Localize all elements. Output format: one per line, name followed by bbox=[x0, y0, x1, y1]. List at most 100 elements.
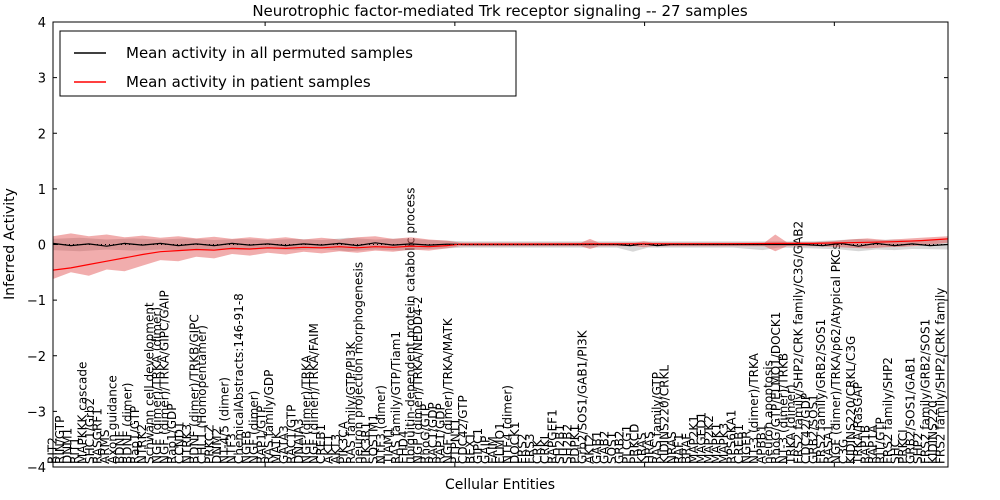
entity-tick-label: SHC bbox=[889, 439, 903, 464]
y-tick-label: −1 bbox=[27, 294, 46, 309]
entity-tick-label: PRKCZ bbox=[202, 425, 216, 464]
entity-tick-label: NTF4 (dimer) bbox=[501, 385, 515, 464]
y-tick-label: 0 bbox=[38, 239, 46, 254]
entity-tick-label: MAPKKK cascade bbox=[76, 362, 90, 464]
y-tick-label: 3 bbox=[38, 72, 46, 87]
entity-tick-label: FAIM bbox=[486, 436, 500, 464]
entity-tick-label: FRS2 family/GRB2/SOS1 bbox=[918, 319, 932, 464]
entity-tick-label: GAB2 bbox=[598, 431, 612, 464]
entity-tick-label: GIPC1 bbox=[471, 428, 485, 464]
entity-tick-label: neuron apoptosis bbox=[762, 360, 776, 464]
entity-tick-label: MATK bbox=[270, 430, 284, 464]
entity-tick-label: NTRK3 bbox=[180, 424, 194, 464]
entity-tick-label: FRS2 family/SHP2/CRK family/C3G/GAB2 bbox=[792, 221, 806, 464]
entity-tick-label: BRAF bbox=[680, 433, 694, 464]
entity-tick-label: FRS2 bbox=[516, 434, 530, 465]
entity-tick-label: CCND1 bbox=[173, 421, 187, 464]
y-tick-label: −4 bbox=[27, 461, 46, 476]
entity-tick-label: FRS3 bbox=[523, 434, 537, 465]
entity-tick-label: CRK bbox=[531, 438, 545, 464]
entity-tick-label: RIT1 bbox=[68, 437, 82, 464]
entity-tick-label: PDPK1 bbox=[568, 425, 582, 464]
entity-tick-label: RAPGEF1 bbox=[545, 409, 559, 464]
entity-tick-label: GATA3 bbox=[277, 425, 291, 464]
entity-tick-label: TIAM1 bbox=[381, 427, 395, 465]
chart-title: Neurotrophic factor-mediated Trk recepto… bbox=[252, 2, 748, 20]
entity-tick-label: DNM2 bbox=[210, 428, 224, 464]
y-tick-label: 2 bbox=[38, 127, 46, 142]
entity-tick-label: RIN/GTP bbox=[53, 416, 67, 464]
entity-tick-label: BDNF (dimer)/TRKB/GIPC bbox=[187, 314, 201, 464]
entity-tick-label: PIK3CA bbox=[337, 420, 351, 464]
entity-tick-label: Axon guidance bbox=[105, 375, 119, 464]
entity-tick-label: GAIP bbox=[478, 436, 492, 464]
entity-tick-label: BDNF bbox=[113, 431, 127, 464]
entity-tick-label: ChemicalAbstracts:146-91-8 bbox=[232, 293, 246, 464]
entity-tick-label: APBB1 bbox=[754, 424, 768, 464]
entity-tick-label: PLCG1 bbox=[620, 425, 634, 464]
permuted-mean-line bbox=[52, 242, 949, 247]
entity-tick-label: SHP2 bbox=[911, 432, 925, 464]
entity-tick-label: ubiquitin-dependent protein catabolic pr… bbox=[404, 188, 418, 464]
entity-tick-label: NGF (dimer)/TRKA/p62/Atypical PKCs bbox=[829, 243, 843, 464]
entity-tick-label: RAF1 bbox=[672, 433, 686, 464]
entity-tick-label: RASA1 bbox=[821, 424, 835, 464]
entity-tick-label: DNAJA3 bbox=[292, 418, 306, 464]
y-tick-label: −2 bbox=[27, 350, 46, 365]
entity-tick-label: RAS family/GTP bbox=[650, 372, 664, 464]
entity-tick-label: RAS family/GDP bbox=[262, 370, 276, 464]
entity-tick-label: RAS family/GTP/Tiam1 bbox=[389, 331, 403, 464]
entity-tick-label: SQSTM1 bbox=[366, 414, 380, 464]
entity-tick-label: AKT1 bbox=[322, 434, 336, 464]
entity-tick-label: NGF (dimer)/TRKA (dimer) bbox=[150, 307, 164, 464]
entity-tick-label: KIDINS220/CRKL/C3G bbox=[844, 336, 858, 464]
entity-tick-label: HRAS bbox=[642, 431, 656, 464]
y-tick-label: −3 bbox=[27, 405, 46, 420]
entity-tick-label: SH2B1 bbox=[553, 424, 567, 464]
entity-tick-label: DNM1 bbox=[61, 428, 75, 464]
x-axis-label: Cellular Entities bbox=[444, 477, 556, 493]
entity-tick-label: NGF (dimer)/TRKA/MATK bbox=[441, 317, 455, 464]
entity-tick-label: AKT2 bbox=[583, 434, 597, 464]
entity-tick-label: KIDINS220/CRKL bbox=[657, 365, 671, 464]
entity-tick-label: RIT/GTP bbox=[874, 417, 888, 464]
entity-tick-label: RhoG/GTP bbox=[419, 404, 433, 464]
entity-tick-label: Schwann cell development bbox=[143, 302, 157, 464]
entity-tick-label: RASGRF1 bbox=[91, 408, 105, 464]
entity-tick-label: RPS6KA1 bbox=[724, 410, 738, 464]
entity-tick-label: NGF (dimer)/TRKA bbox=[299, 354, 313, 464]
entity-tick-label: SH2B2 bbox=[560, 424, 574, 464]
patient-mean-line bbox=[52, 238, 949, 271]
entity-tick-label: Rap1/GTP bbox=[128, 406, 142, 464]
entity-tick-label: SOS1 bbox=[605, 432, 619, 464]
entity-tick-label: CDC42/GTP bbox=[456, 395, 470, 464]
entity-tick-label: MAP2K1 bbox=[687, 415, 701, 464]
entity-tick-label: RAC1/GTP bbox=[284, 405, 298, 464]
entity-tick-label: NT-4/5 (dimer) bbox=[217, 377, 231, 464]
entity-tick-label: neuron projection morphogenesis bbox=[352, 262, 366, 464]
legend-label: Mean activity in patient samples bbox=[126, 73, 371, 91]
entity-tick-label: EHD4 bbox=[396, 431, 410, 464]
entity-tick-label: NGF (dimer) bbox=[247, 391, 261, 464]
entity-tick-label: CRKL bbox=[538, 432, 552, 464]
y-tick-label: 4 bbox=[38, 16, 46, 31]
entity-tick-label: NGFR bbox=[739, 430, 753, 464]
entity-tick-label: NGF (dimer)/TRKA/FAIM bbox=[307, 323, 321, 464]
entity-tick-label: NTF3 bbox=[225, 433, 239, 464]
entity-tick-label: NTF3 (dimer) bbox=[374, 385, 388, 464]
legend-box bbox=[59, 30, 517, 97]
entity-tick-label: NT-3 (dimer)/TRKA bbox=[747, 352, 761, 464]
entity-tick-label: ARMS bbox=[98, 429, 112, 464]
entity-tick-label: NRAS bbox=[665, 431, 679, 464]
entity-tick-label: PTPN11 bbox=[449, 418, 463, 464]
entity-tick-label: NGFB bbox=[240, 431, 254, 464]
entity-tick-label: MAP2K2 bbox=[702, 415, 716, 464]
entity-tick-label: ELMO1 bbox=[493, 422, 507, 464]
y-tick-label: 1 bbox=[38, 183, 46, 198]
entity-tick-label: RAP1/GDP bbox=[434, 403, 448, 464]
entity-tick-label: RAS family/GTP/PI3K bbox=[344, 341, 358, 464]
entity-tick-label: SHC1/Grb2 bbox=[83, 398, 97, 464]
entity-tick-label: GRB2/SOS1/GAB1 bbox=[903, 357, 917, 464]
entity-tick-label: DOCK1 bbox=[508, 421, 522, 464]
